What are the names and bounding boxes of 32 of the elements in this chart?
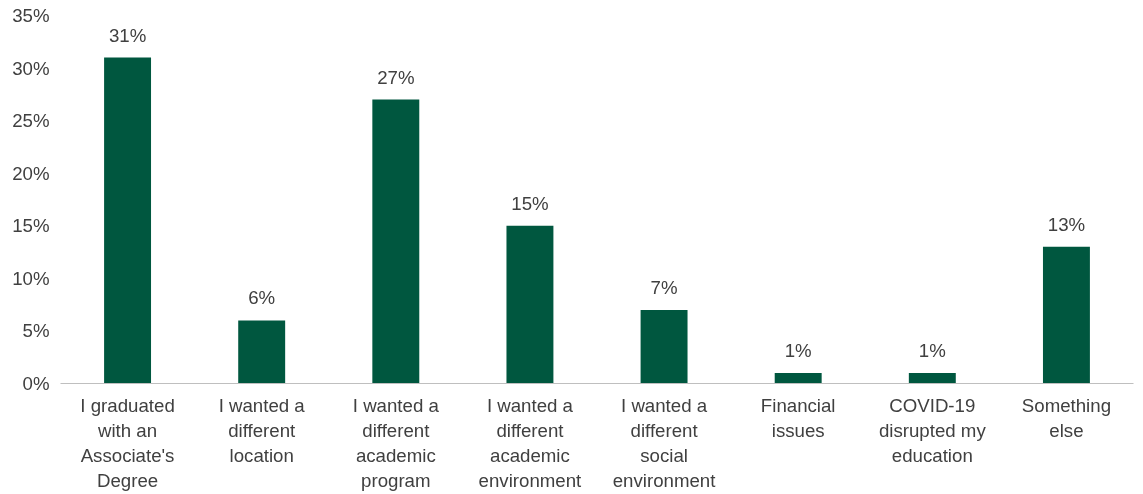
x-tick-label: Something else [1021,394,1112,441]
y-tick-label: 35% [12,5,50,26]
data-label: 15% [511,192,549,214]
y-tick-label: 0% [22,373,50,394]
x-tick-label: I graduated with an Associate's Degree [80,394,175,492]
data-label: 1% [918,339,946,361]
bar [104,57,152,384]
data-label: 13% [1047,213,1086,235]
data-label: 6% [248,287,276,309]
y-tick-label: 10% [12,267,50,289]
data-label: 31% [108,24,147,46]
y-tick-label: 30% [12,57,50,79]
y-tick-label: 20% [12,162,50,184]
data-label: 7% [650,276,678,298]
y-tick-label: 15% [12,215,50,237]
bar [908,372,956,384]
x-tick-label: I wanted a different location [218,394,306,466]
bar [774,372,822,384]
x-tick-label: Financial issues [760,394,836,441]
x-tick-label: I wanted a different academic program [352,394,440,492]
x-tick-label: I wanted a different social environment [612,394,717,492]
x-tick-label: COVID-19 disrupted my education [878,394,987,466]
x-tick-label: I wanted a different academic environment [478,394,583,492]
data-label: 27% [377,66,415,88]
bar [238,320,286,384]
bar [506,225,554,384]
data-label: 1% [784,339,812,361]
y-tick-label: 25% [12,110,50,132]
bar [1042,246,1090,384]
y-tick-label: 5% [22,320,50,342]
bar [372,99,420,384]
bar [640,309,688,384]
